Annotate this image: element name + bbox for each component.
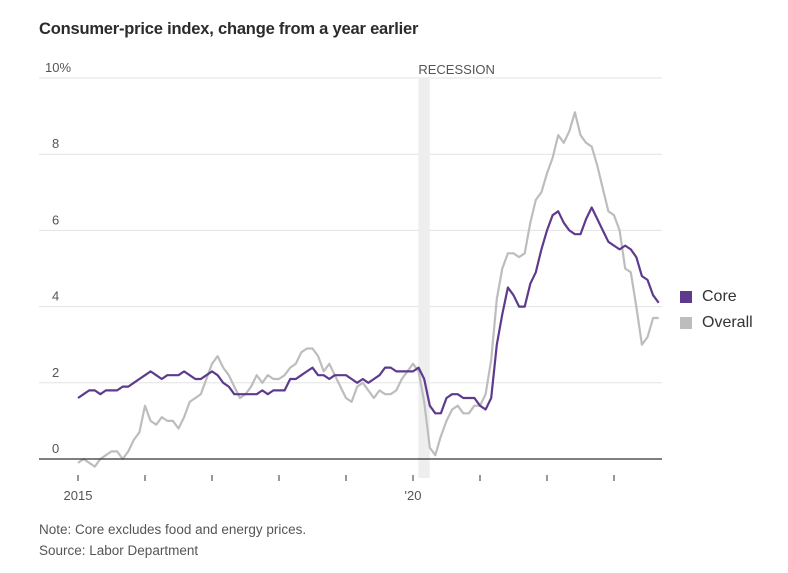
x-tick-label: '20 bbox=[405, 488, 422, 503]
legend-label-overall: Overall bbox=[702, 314, 753, 331]
y-tick-label: 0 bbox=[52, 441, 59, 456]
footnote: Note: Core excludes food and energy pric… bbox=[39, 522, 307, 537]
recession-band-layer: RECESSION bbox=[418, 62, 495, 478]
legend-item-core[interactable]: Core bbox=[680, 284, 753, 310]
source-note: Source: Labor Department bbox=[39, 543, 199, 558]
x-tick-label: 2015 bbox=[64, 488, 93, 503]
series-line-overall bbox=[77, 111, 659, 468]
legend-label-core: Core bbox=[702, 288, 737, 305]
recession-label: RECESSION bbox=[418, 62, 495, 77]
chart-title: Consumer-price index, change from a year… bbox=[39, 20, 419, 38]
y-tick-label: 10% bbox=[45, 60, 71, 75]
y-tick-label: 4 bbox=[52, 289, 59, 304]
grid-layer: 10% 8 6 4 2 0 bbox=[39, 60, 662, 456]
recession-band bbox=[418, 78, 430, 478]
legend-swatch-core bbox=[680, 291, 692, 303]
legend: Core Overall bbox=[680, 284, 753, 336]
legend-swatch-overall bbox=[680, 317, 692, 329]
y-tick-label: 8 bbox=[52, 136, 59, 151]
legend-item-overall[interactable]: Overall bbox=[680, 310, 753, 336]
series-layer bbox=[77, 111, 660, 468]
series-line-core bbox=[77, 206, 660, 415]
y-tick-label: 6 bbox=[52, 212, 59, 227]
axis-layer: 2015 '20 bbox=[39, 458, 662, 503]
y-tick-label: 2 bbox=[52, 365, 59, 380]
